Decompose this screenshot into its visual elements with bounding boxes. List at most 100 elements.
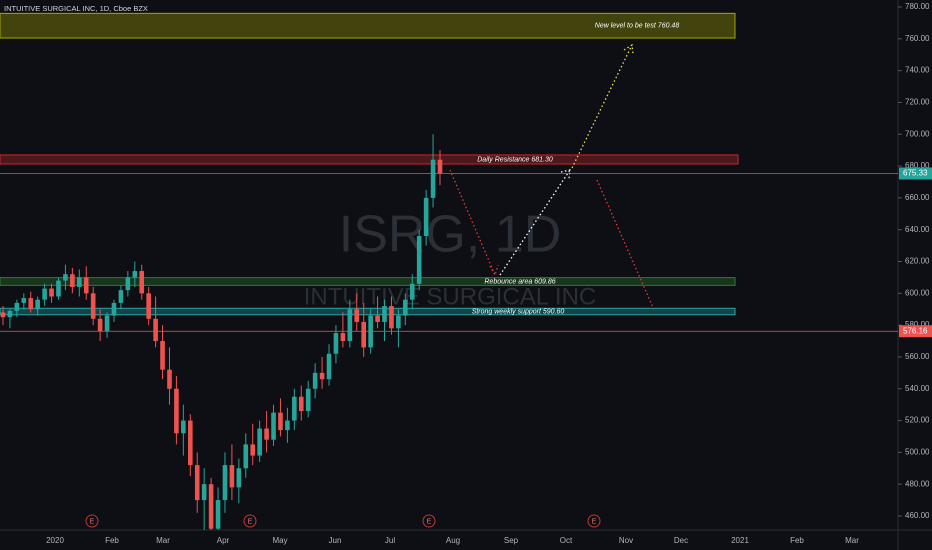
candle-body bbox=[104, 315, 110, 332]
candle-body bbox=[430, 159, 436, 198]
y-tick-label: 560.00 bbox=[905, 352, 930, 361]
earnings-label: E bbox=[90, 518, 95, 525]
candle-body bbox=[167, 369, 172, 389]
candle-body bbox=[403, 299, 408, 316]
price-tag bbox=[899, 325, 932, 338]
y-tick-label: 740.00 bbox=[905, 66, 930, 75]
zone-label: Daily Resistance 681.30 bbox=[477, 156, 553, 163]
candle-body bbox=[278, 412, 283, 431]
earnings-marker bbox=[422, 514, 436, 528]
candle-body bbox=[312, 372, 318, 389]
candle-body bbox=[298, 396, 304, 412]
x-tick-label: Mar bbox=[845, 536, 859, 545]
x-tick-label: Aug bbox=[446, 536, 460, 545]
y-tick-label: 660.00 bbox=[905, 193, 930, 202]
x-tick-label: 2021 bbox=[731, 536, 749, 545]
arrow-down bbox=[596, 179, 656, 313]
candle-body bbox=[208, 484, 214, 529]
candle-body bbox=[7, 310, 13, 318]
candle-body bbox=[35, 299, 40, 310]
zone-label: Strong weekly support 590.60 bbox=[472, 308, 565, 315]
candle-body bbox=[160, 341, 165, 370]
y-tick-label: 680.00 bbox=[905, 161, 930, 170]
drawings bbox=[449, 43, 656, 313]
candle-body bbox=[28, 298, 34, 310]
candle-body bbox=[14, 302, 20, 311]
candle-body bbox=[181, 420, 186, 434]
earnings-label: E bbox=[248, 518, 253, 525]
candle-body bbox=[174, 388, 179, 434]
candle-body bbox=[194, 465, 200, 501]
candle-body bbox=[153, 318, 158, 342]
price-tag-label: 675.33 bbox=[903, 169, 928, 178]
earnings-label: E bbox=[427, 518, 432, 525]
y-tick-label: 580.00 bbox=[905, 320, 930, 329]
x-tick-label: Dec bbox=[674, 536, 688, 545]
candle-body bbox=[70, 274, 75, 287]
candle-body bbox=[326, 353, 332, 380]
y-tick-label: 760.00 bbox=[905, 34, 930, 43]
x-tick-label: Apr bbox=[217, 536, 230, 545]
candle-body bbox=[187, 420, 193, 466]
y-tick-label: 640.00 bbox=[905, 225, 930, 234]
candle-body bbox=[132, 271, 138, 278]
x-tick-label: Feb bbox=[105, 536, 119, 545]
y-tick-label: 540.00 bbox=[905, 384, 930, 393]
price-tag-label: 576.16 bbox=[903, 326, 928, 335]
candle-body bbox=[201, 484, 207, 501]
zone bbox=[0, 154, 739, 165]
candle-body bbox=[423, 197, 429, 237]
candle-body bbox=[257, 428, 262, 456]
candle-body bbox=[90, 293, 96, 319]
candle-body bbox=[236, 468, 242, 488]
candle-body bbox=[285, 420, 290, 431]
x-tick-label: May bbox=[272, 536, 287, 545]
candle-body bbox=[139, 271, 145, 294]
x-tick-label: Jul bbox=[385, 536, 395, 545]
y-tick-label: 720.00 bbox=[905, 98, 930, 107]
candle-body bbox=[347, 309, 353, 342]
candle-body bbox=[83, 277, 89, 294]
x-tick-label: 2020 bbox=[46, 536, 64, 545]
candle-body bbox=[215, 500, 221, 529]
candle-body bbox=[292, 396, 297, 421]
plot-area bbox=[0, 12, 739, 530]
arrow-down bbox=[449, 169, 496, 276]
x-tick-label: Sep bbox=[504, 536, 519, 545]
y-tick-label: 500.00 bbox=[905, 447, 930, 456]
x-tick-label: Mar bbox=[156, 536, 170, 545]
price-tag bbox=[899, 167, 932, 180]
candle-body bbox=[250, 444, 256, 456]
arrow-up bbox=[499, 169, 571, 276]
candle-body bbox=[0, 312, 6, 318]
candle-body bbox=[264, 428, 269, 440]
y-tick-label: 700.00 bbox=[905, 129, 930, 138]
watermark-symbol: ISRG, 1D bbox=[339, 206, 562, 264]
candle-body bbox=[389, 306, 394, 329]
candle-body bbox=[63, 274, 68, 281]
y-tick-label: 460.00 bbox=[905, 511, 930, 520]
zone-label: New level to be test 760.48 bbox=[595, 23, 680, 30]
zone bbox=[0, 277, 736, 286]
candle-body bbox=[437, 159, 443, 174]
candle-body bbox=[222, 465, 228, 501]
candle-body bbox=[319, 372, 325, 380]
candle-body bbox=[42, 288, 47, 300]
candle-body bbox=[243, 444, 249, 469]
arrow-up bbox=[571, 44, 633, 169]
y-tick-label: 600.00 bbox=[905, 288, 930, 297]
candle-body bbox=[340, 333, 346, 342]
watermark-name: INTUITIVE SURGICAL INC bbox=[304, 283, 596, 310]
candle-body bbox=[229, 465, 235, 488]
candle-body bbox=[354, 309, 360, 322]
candle-body bbox=[111, 302, 117, 316]
earnings-marker bbox=[587, 514, 601, 528]
candle-body bbox=[56, 280, 61, 297]
arrow-head bbox=[560, 169, 571, 180]
y-tick-label: 620.00 bbox=[905, 257, 930, 266]
candle-body bbox=[49, 288, 54, 297]
y-tick-label: 480.00 bbox=[905, 479, 930, 488]
earnings-marker bbox=[85, 514, 99, 528]
y-tick-label: 520.00 bbox=[905, 416, 930, 425]
